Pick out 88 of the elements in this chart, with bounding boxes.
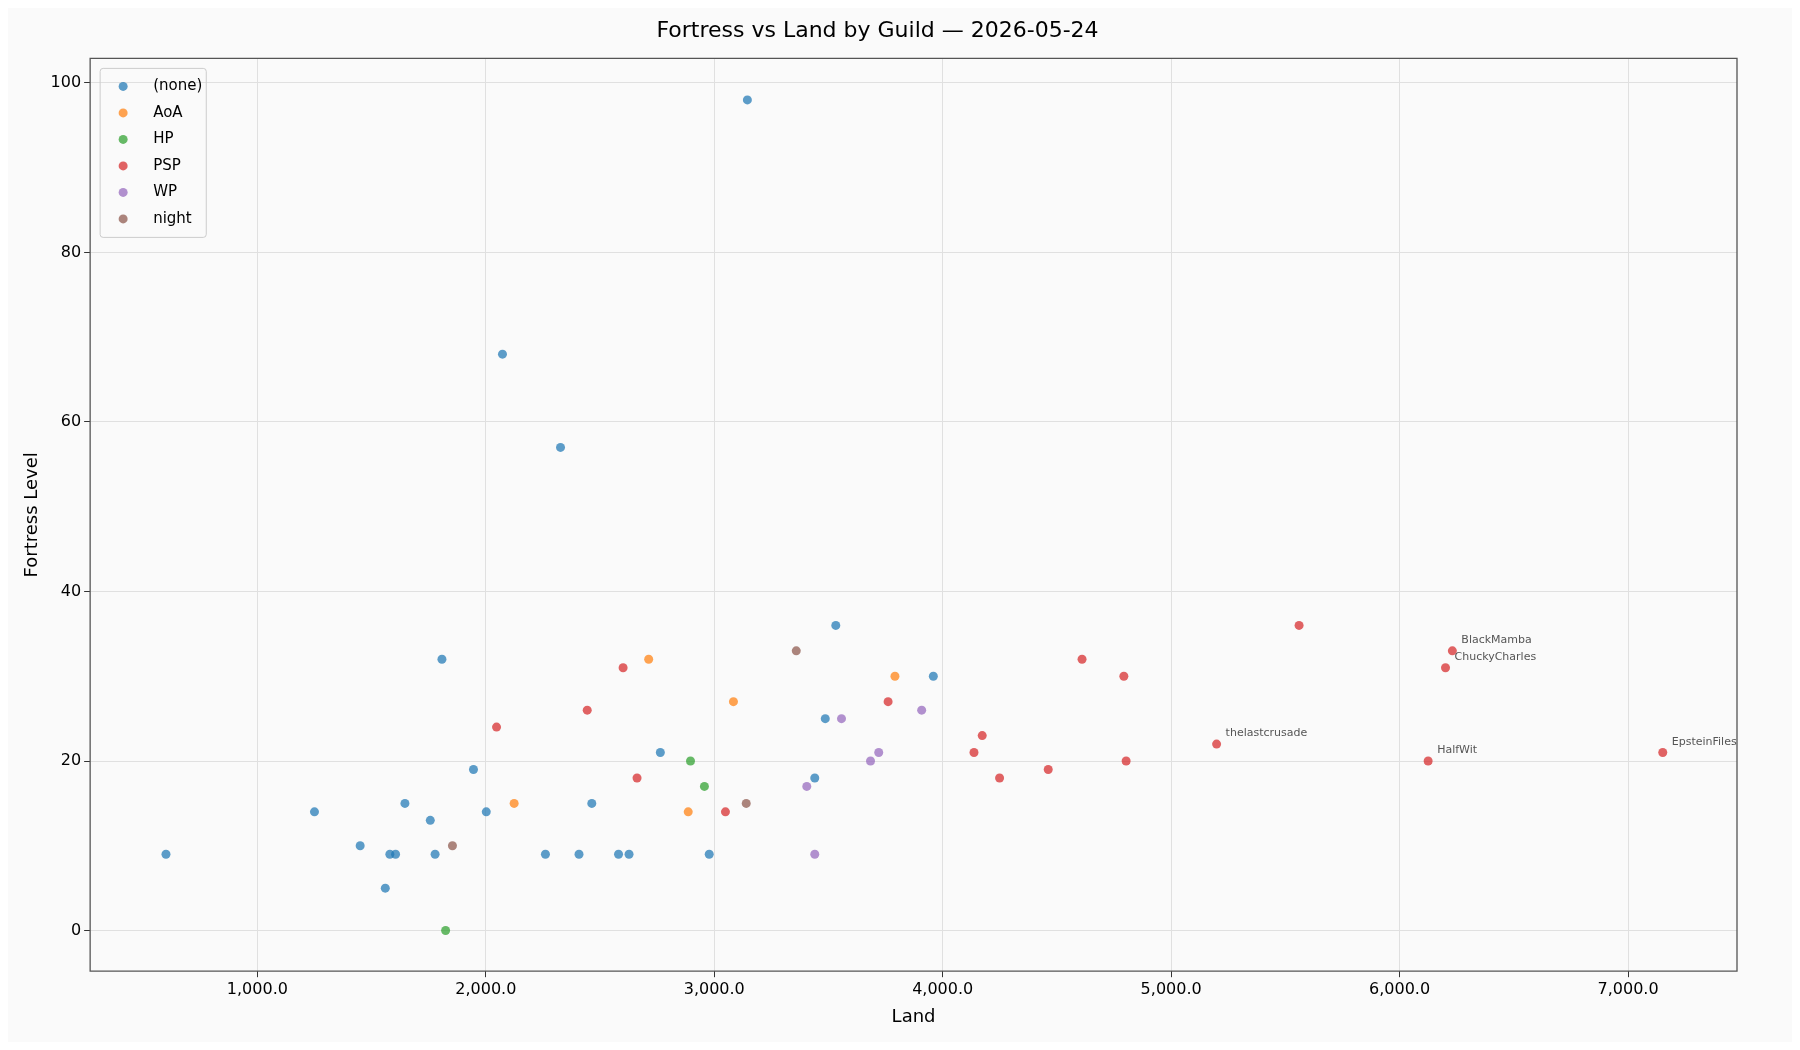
point bbox=[866, 756, 876, 766]
annotation: BlackMamba bbox=[1461, 633, 1532, 647]
point bbox=[391, 849, 401, 859]
point bbox=[820, 714, 830, 724]
point bbox=[1121, 756, 1131, 766]
chart-title: Fortress vs Land by Guild — 2026-05-24 bbox=[656, 16, 1099, 42]
y-tick-label: 80 bbox=[60, 241, 82, 261]
x-tick-label: 5,000.0 bbox=[1140, 978, 1202, 998]
point bbox=[969, 748, 979, 758]
point bbox=[481, 807, 491, 817]
point bbox=[704, 849, 714, 859]
point bbox=[655, 748, 665, 758]
point bbox=[624, 849, 634, 859]
point bbox=[810, 849, 820, 859]
point bbox=[1294, 620, 1304, 630]
annotation: thelastcrusade bbox=[1225, 726, 1308, 740]
point bbox=[720, 807, 730, 817]
point bbox=[837, 714, 846, 724]
point bbox=[883, 697, 893, 707]
point bbox=[632, 773, 642, 783]
point bbox=[430, 849, 440, 859]
point bbox=[1441, 663, 1450, 673]
point bbox=[683, 807, 693, 817]
point bbox=[509, 798, 519, 808]
point bbox=[574, 849, 584, 859]
legend-label: WP bbox=[153, 182, 178, 201]
point bbox=[1043, 764, 1053, 774]
point bbox=[685, 756, 695, 766]
point bbox=[1658, 748, 1668, 758]
point bbox=[380, 883, 390, 893]
annotation: EpsteinFiles bbox=[1671, 734, 1737, 748]
point bbox=[540, 849, 550, 859]
point bbox=[556, 442, 566, 452]
point bbox=[1119, 671, 1129, 681]
x-tick-label: 2,000.0 bbox=[455, 978, 517, 998]
point bbox=[1447, 646, 1457, 656]
legend-label: (none) bbox=[153, 76, 203, 95]
point bbox=[928, 671, 938, 681]
x-tick-label: 3,000.0 bbox=[683, 978, 745, 998]
point bbox=[810, 773, 820, 783]
annotation: HalfWit bbox=[1437, 743, 1478, 757]
annotation: ChuckyCharles bbox=[1454, 650, 1537, 664]
point bbox=[492, 722, 502, 732]
point bbox=[802, 781, 812, 791]
legend-label: HP bbox=[153, 129, 174, 148]
point bbox=[874, 748, 884, 758]
legend-label: PSP bbox=[153, 155, 181, 174]
y-axis-title: Fortress Level bbox=[20, 452, 42, 578]
point bbox=[468, 764, 478, 774]
x-tick-label: 6,000.0 bbox=[1369, 978, 1431, 998]
point bbox=[977, 731, 987, 741]
point bbox=[400, 798, 410, 808]
point bbox=[161, 849, 171, 859]
point bbox=[995, 773, 1005, 783]
point bbox=[1423, 756, 1433, 766]
point bbox=[582, 705, 592, 715]
point bbox=[699, 781, 709, 791]
y-tick-label: 20 bbox=[60, 750, 82, 770]
point bbox=[441, 926, 451, 936]
point bbox=[831, 620, 841, 630]
point bbox=[447, 841, 457, 851]
point bbox=[741, 798, 751, 808]
point bbox=[355, 841, 365, 851]
point bbox=[437, 654, 447, 664]
y-tick-label: 40 bbox=[60, 580, 82, 600]
point bbox=[1212, 739, 1222, 749]
point bbox=[309, 807, 319, 817]
legend-label: AoA bbox=[153, 102, 184, 121]
point bbox=[614, 849, 624, 859]
point bbox=[618, 663, 628, 673]
point bbox=[644, 654, 654, 664]
y-tick-label: 0 bbox=[70, 919, 82, 939]
x-axis-title: Land bbox=[891, 1004, 936, 1026]
point bbox=[791, 646, 801, 656]
legend-label: night bbox=[153, 208, 192, 227]
point bbox=[728, 697, 738, 707]
y-tick-label: 100 bbox=[50, 72, 82, 92]
point bbox=[497, 349, 507, 359]
point bbox=[917, 705, 927, 715]
point bbox=[587, 798, 597, 808]
point bbox=[1077, 654, 1087, 664]
y-tick-label: 60 bbox=[60, 411, 82, 431]
point bbox=[425, 815, 435, 825]
x-tick-label: 4,000.0 bbox=[912, 978, 974, 998]
point bbox=[890, 671, 900, 681]
x-tick-label: 1,000.0 bbox=[226, 978, 288, 998]
x-tick-label: 7,000.0 bbox=[1597, 978, 1659, 998]
point bbox=[742, 95, 752, 105]
